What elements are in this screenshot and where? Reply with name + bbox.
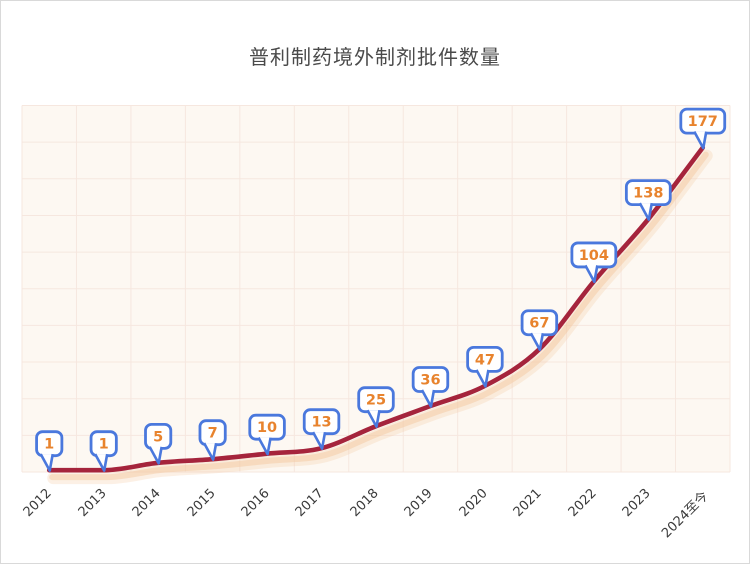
data-callout-tail <box>257 437 272 456</box>
data-callout-value: 13 <box>311 415 331 431</box>
data-callout-value: 1 <box>99 437 109 453</box>
data-callout-tail <box>638 202 654 221</box>
data-callout-value: 10 <box>257 420 277 436</box>
data-callout-tail <box>148 446 163 465</box>
data-callout-tail <box>39 453 55 472</box>
series-line-shadow <box>49 151 709 481</box>
data-callout-value: 7 <box>208 426 218 442</box>
data-callout-value: 67 <box>529 316 549 332</box>
data-callout-tail <box>475 369 490 388</box>
chart-title: 普利制药境外制剂批件数量 <box>249 45 501 69</box>
data-callout-value: 47 <box>475 352 495 368</box>
data-callout-value: 104 <box>579 248 609 264</box>
data-callout-tail <box>94 453 109 472</box>
data-callout-value: 1 <box>44 437 54 453</box>
data-callout-tail <box>311 431 327 450</box>
data-callout-tail <box>366 409 381 428</box>
data-callout-tail <box>420 389 436 408</box>
data-callout-value: 25 <box>366 393 386 409</box>
data-callout-tail <box>202 442 218 461</box>
data-callout-tail <box>693 131 708 150</box>
data-callout-tail <box>529 332 545 352</box>
data-callout-value: 177 <box>688 114 718 130</box>
data-callout-value: 138 <box>633 186 663 202</box>
data-callout-value: 36 <box>420 373 440 389</box>
data-callout-tail <box>584 264 599 284</box>
data-callout-value: 5 <box>153 429 163 445</box>
